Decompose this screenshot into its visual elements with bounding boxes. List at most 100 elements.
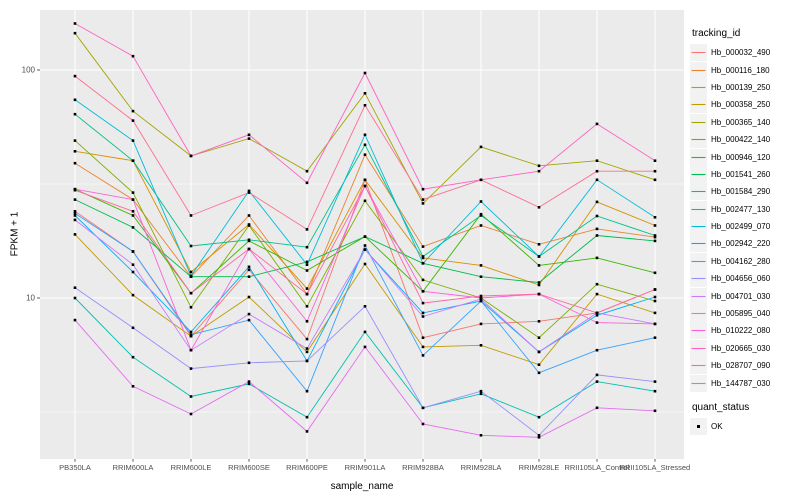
data-point-marker	[131, 210, 135, 213]
data-point-marker	[479, 322, 483, 326]
legend-key-quant-swatch	[690, 418, 707, 435]
legend-key-swatch	[690, 165, 707, 183]
data-point-marker	[421, 202, 425, 205]
data-point-marker	[595, 214, 599, 218]
data-point-marker	[537, 436, 541, 439]
data-point-marker	[653, 322, 657, 326]
data-point-marker	[653, 235, 657, 239]
legend-item-label: Hb_001584_290	[711, 187, 771, 197]
data-point-marker	[479, 299, 483, 303]
legend-key-swatch	[690, 287, 707, 305]
data-point-marker	[247, 275, 251, 278]
legend-item-label: Hb_005895_040	[711, 309, 771, 319]
data-point-marker	[537, 415, 541, 419]
data-point-marker	[595, 314, 599, 317]
data-point-marker	[363, 92, 367, 95]
legend-key-swatch	[690, 218, 707, 236]
data-point-marker	[189, 348, 193, 352]
legend-key-swatch	[690, 235, 707, 253]
data-point-marker	[421, 262, 425, 265]
data-point-marker	[653, 178, 657, 182]
data-point-marker	[131, 385, 135, 388]
data-point-marker	[537, 169, 541, 173]
x-tick-label: RRIM600SE	[228, 463, 270, 472]
data-point-marker	[305, 337, 309, 341]
data-point-marker	[247, 380, 251, 383]
data-point-marker	[189, 270, 193, 274]
x-tick-label: RRIM928BA	[402, 463, 444, 472]
legend-key-swatch	[690, 61, 707, 79]
data-point-marker	[421, 187, 425, 191]
data-point-marker	[479, 389, 483, 393]
legend-item-Hb_010222_080: Hb_010222_080	[690, 322, 800, 340]
data-point-marker	[247, 238, 251, 242]
legend-item-Hb_028707_090: Hb_028707_090	[690, 357, 800, 375]
legend-item-label: Hb_000139_250	[711, 82, 771, 92]
legend-title-quant-status: quant_status	[692, 401, 750, 413]
data-point-marker	[595, 256, 599, 260]
data-point-marker	[305, 359, 309, 363]
data-point-marker	[73, 212, 77, 215]
data-point-marker	[131, 263, 135, 266]
legend-item-label: Hb_020665_030	[711, 343, 771, 353]
data-point-marker	[595, 200, 599, 204]
data-point-marker	[363, 262, 367, 266]
data-point-marker	[537, 371, 541, 375]
data-point-marker	[595, 282, 599, 286]
legend-key-swatch	[690, 374, 707, 392]
data-point-marker	[363, 248, 367, 251]
data-point-marker	[305, 169, 309, 173]
data-point-marker	[363, 143, 367, 147]
data-point-marker	[363, 199, 367, 203]
x-tick-label: RRII105LA_Stressed	[620, 463, 690, 472]
legend-item-label: Hb_004701_030	[711, 291, 771, 301]
legend-item-Hb_020665_030: Hb_020665_030	[690, 339, 800, 357]
data-point-marker	[653, 234, 657, 237]
data-point-marker	[537, 434, 541, 437]
data-point-marker	[653, 336, 657, 339]
data-point-marker	[421, 336, 425, 339]
legend-item-label: Hb_004656_060	[711, 274, 771, 284]
data-point-marker	[653, 224, 657, 227]
data-point-marker	[73, 318, 77, 322]
data-point-marker	[421, 354, 425, 357]
legend-item-Hb_000946_120: Hb_000946_120	[690, 148, 800, 166]
legend-item-Hb_001541_260: Hb_001541_260	[690, 165, 800, 183]
data-point-marker	[73, 74, 77, 78]
legend-quant-items: OK	[690, 418, 800, 435]
data-point-marker	[537, 363, 541, 366]
legend-key-swatch	[690, 131, 707, 149]
legend-item-Hb_002477_130: Hb_002477_130	[690, 200, 800, 218]
data-point-marker	[363, 330, 367, 334]
data-point-marker	[305, 350, 309, 354]
legend-key-swatch	[690, 270, 707, 288]
data-point-marker	[537, 350, 541, 354]
data-point-marker	[73, 112, 77, 116]
data-point-marker	[131, 119, 135, 122]
data-point-marker	[189, 154, 193, 158]
data-point-marker	[305, 430, 309, 433]
data-point-marker	[73, 188, 77, 192]
data-point-marker	[305, 263, 309, 266]
data-point-marker	[73, 210, 77, 213]
data-point-marker	[363, 153, 367, 156]
data-point-marker	[653, 389, 657, 393]
legend-key-swatch	[690, 305, 707, 323]
data-point-marker	[305, 181, 309, 185]
legend-item-Hb_000358_250: Hb_000358_250	[690, 96, 800, 114]
data-point-marker	[305, 292, 309, 296]
data-point-marker	[537, 243, 541, 246]
data-point-marker	[479, 434, 483, 437]
data-point-marker	[131, 355, 135, 359]
data-point-marker	[73, 98, 77, 102]
legend-key-swatch	[690, 78, 707, 96]
data-point-marker	[131, 270, 135, 274]
y-axis-title: FPKM + 1	[9, 211, 21, 257]
data-point-marker	[537, 206, 541, 209]
data-point-marker	[247, 312, 251, 316]
data-point-marker	[479, 264, 483, 267]
data-point-marker	[537, 264, 541, 267]
legend-item-Hb_002499_070: Hb_002499_070	[690, 218, 800, 236]
data-point-marker	[421, 198, 425, 201]
data-point-marker	[363, 305, 367, 308]
